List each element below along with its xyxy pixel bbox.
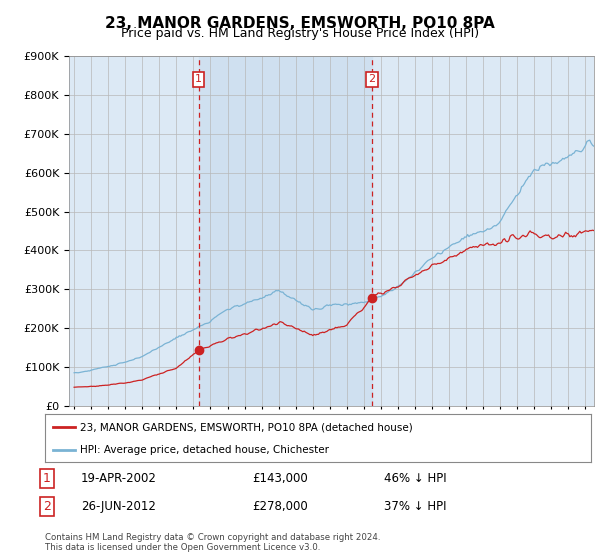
Text: 2: 2 xyxy=(368,74,376,85)
Bar xyxy=(199,56,372,406)
Text: £143,000: £143,000 xyxy=(252,472,308,486)
Text: 37% ↓ HPI: 37% ↓ HPI xyxy=(384,500,446,514)
Text: 19-APR-2002: 19-APR-2002 xyxy=(81,472,157,486)
Text: Price paid vs. HM Land Registry's House Price Index (HPI): Price paid vs. HM Land Registry's House … xyxy=(121,27,479,40)
Text: HPI: Average price, detached house, Chichester: HPI: Average price, detached house, Chic… xyxy=(80,445,329,455)
Text: Contains HM Land Registry data © Crown copyright and database right 2024.: Contains HM Land Registry data © Crown c… xyxy=(45,533,380,542)
Text: 23, MANOR GARDENS, EMSWORTH, PO10 8PA: 23, MANOR GARDENS, EMSWORTH, PO10 8PA xyxy=(105,16,495,31)
Text: 26-JUN-2012: 26-JUN-2012 xyxy=(81,500,156,514)
Text: 1: 1 xyxy=(43,472,51,486)
Text: 1: 1 xyxy=(195,74,202,85)
Text: 2: 2 xyxy=(43,500,51,514)
Text: 46% ↓ HPI: 46% ↓ HPI xyxy=(384,472,446,486)
Text: £278,000: £278,000 xyxy=(252,500,308,514)
Text: This data is licensed under the Open Government Licence v3.0.: This data is licensed under the Open Gov… xyxy=(45,543,320,552)
Text: 23, MANOR GARDENS, EMSWORTH, PO10 8PA (detached house): 23, MANOR GARDENS, EMSWORTH, PO10 8PA (d… xyxy=(80,422,413,432)
